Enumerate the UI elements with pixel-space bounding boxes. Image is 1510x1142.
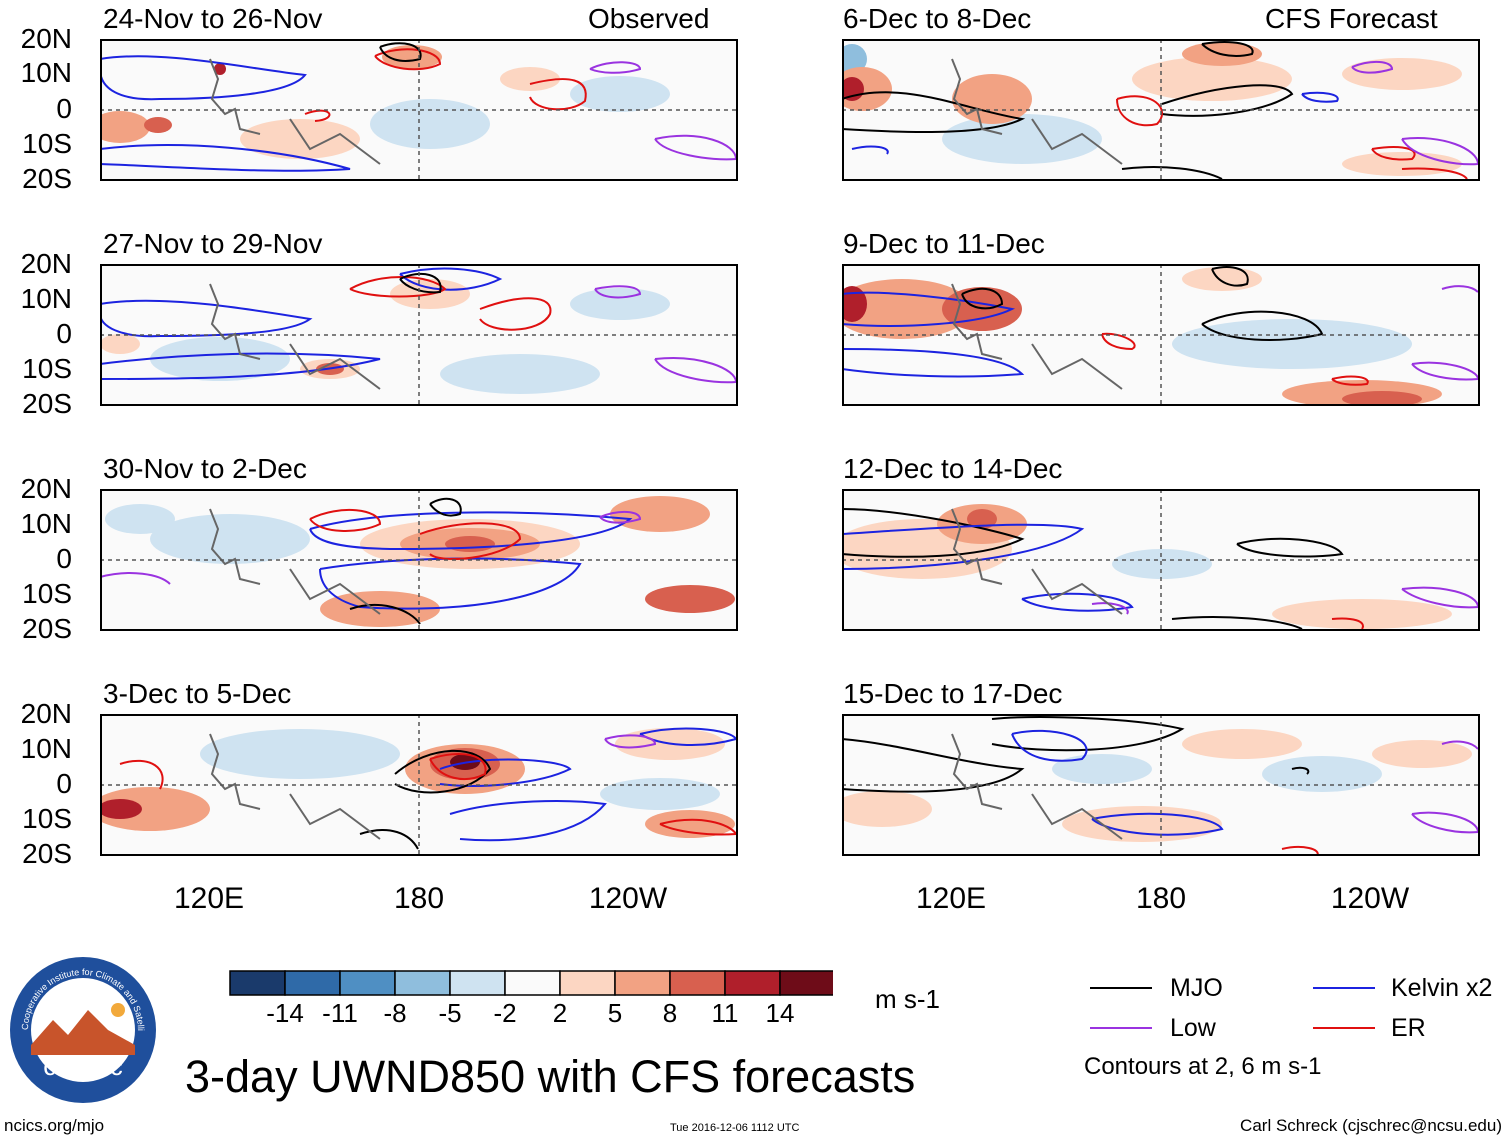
xtick-120e: 120E (915, 882, 987, 915)
panel-title-right-3: 12-Dec to 14-Dec (843, 453, 1063, 484)
panel-title-right-2: 9-Dec to 11-Dec (843, 228, 1045, 259)
panel-title-right-4: 15-Dec to 17-Dec (843, 678, 1063, 709)
legend-label-mjo: MJO (1170, 974, 1223, 1002)
legend-label-kelvin: Kelvin x2 (1391, 974, 1493, 1002)
panel-title-left-1: 24-Nov to 26-Nov (103, 3, 323, 34)
colorbar-units: m s-1 (875, 984, 940, 1014)
footer-timestamp: Tue 2016-12-06 1112 UTC (670, 1122, 800, 1134)
colorbar-label: -8 (383, 998, 407, 1028)
legend-label-low: Low (1170, 1014, 1216, 1042)
colorbar-swatch (614, 970, 671, 996)
xtick-180: 180 (393, 882, 445, 915)
ytick-20s: 20S (22, 613, 72, 644)
legend-note: Contours at 2, 6 m s-1 (1084, 1053, 1322, 1080)
ytick-20n: 20N (20, 248, 72, 279)
ytick-0: 0 (56, 93, 72, 124)
colorbar-swatch (669, 970, 726, 996)
ytick-10n: 10N (20, 283, 72, 314)
panel-title-right-1: 6-Dec to 8-Dec (843, 3, 1032, 34)
xtick-120w: 120W (588, 882, 668, 915)
xtick-180: 180 (1135, 882, 1187, 915)
ytick-20n: 20N (20, 23, 72, 54)
ytick-0: 0 (56, 543, 72, 574)
forecast-label: CFS Forecast (1265, 3, 1438, 34)
footer-credit: Carl Schreck (cjschrec@ncsu.edu) (1240, 1116, 1502, 1135)
legend-line-mjo (1090, 987, 1152, 989)
xtick-120e: 120E (173, 882, 245, 915)
ytick-10s: 10S (22, 578, 72, 609)
ytick-10s: 10S (22, 128, 72, 159)
ytick-10s: 10S (22, 353, 72, 384)
xtick-120w: 120W (1330, 882, 1410, 915)
map-panel-left-1 (100, 39, 738, 181)
footer-url[interactable]: ncics.org/mjo (4, 1116, 105, 1135)
colorbar-swatch (504, 970, 561, 996)
colorbar-label: -5 (438, 998, 462, 1028)
legend-label-er: ER (1391, 1014, 1426, 1042)
legend-line-low (1090, 1027, 1152, 1029)
map-panel-right-3 (842, 489, 1480, 631)
ytick-10s: 10S (22, 803, 72, 834)
map-panel-left-3 (100, 489, 738, 631)
colorbar-swatch (724, 970, 781, 996)
ytick-20n: 20N (20, 698, 72, 729)
map-panel-right-4 (842, 714, 1480, 856)
ytick-20s: 20S (22, 838, 72, 869)
colorbar-label: -14 (266, 998, 304, 1028)
map-panel-right-1 (842, 39, 1480, 181)
ytick-20s: 20S (22, 163, 72, 194)
legend-line-er (1313, 1027, 1375, 1029)
ytick-20s: 20S (22, 388, 72, 419)
map-panel-left-4 (100, 714, 738, 856)
logo-text: cics.nc (43, 1051, 122, 1081)
colorbar-swatch (394, 970, 451, 996)
colorbar-label: 14 (765, 998, 795, 1028)
legend-line-kelvin (1313, 987, 1375, 989)
ytick-20n: 20N (20, 473, 72, 504)
colorbar-swatch (339, 970, 396, 996)
colorbar-swatches (229, 970, 833, 996)
panel-title-left-2: 27-Nov to 29-Nov (103, 228, 323, 259)
ytick-0: 0 (56, 318, 72, 349)
ytick-10n: 10N (20, 508, 72, 539)
main-title: 3-day UWND850 with CFS forecasts (185, 1051, 916, 1102)
observed-label: Observed (588, 3, 710, 34)
colorbar-swatch (284, 970, 341, 996)
colorbar-label: 8 (662, 998, 678, 1028)
colorbar-swatch (559, 970, 616, 996)
map-panel-left-2 (100, 264, 738, 406)
map-panel-right-2 (842, 264, 1480, 406)
colorbar-swatch (449, 970, 506, 996)
ytick-0: 0 (56, 768, 72, 799)
ytick-10n: 10N (20, 733, 72, 764)
colorbar-label: 5 (607, 998, 623, 1028)
cics-logo: Cooperative Institute for Climate and Sa… (8, 955, 156, 1103)
panel-title-left-3: 30-Nov to 2-Dec (103, 453, 307, 484)
colorbar-swatch (779, 970, 833, 996)
colorbar-label: -11 (322, 998, 358, 1028)
colorbar-swatch (229, 970, 286, 996)
colorbar-label: -2 (493, 998, 517, 1028)
colorbar-label: 11 (711, 998, 739, 1028)
colorbar-label: 2 (552, 998, 568, 1028)
panel-title-left-4: 3-Dec to 5-Dec (103, 678, 292, 709)
ytick-10n: 10N (20, 57, 72, 88)
